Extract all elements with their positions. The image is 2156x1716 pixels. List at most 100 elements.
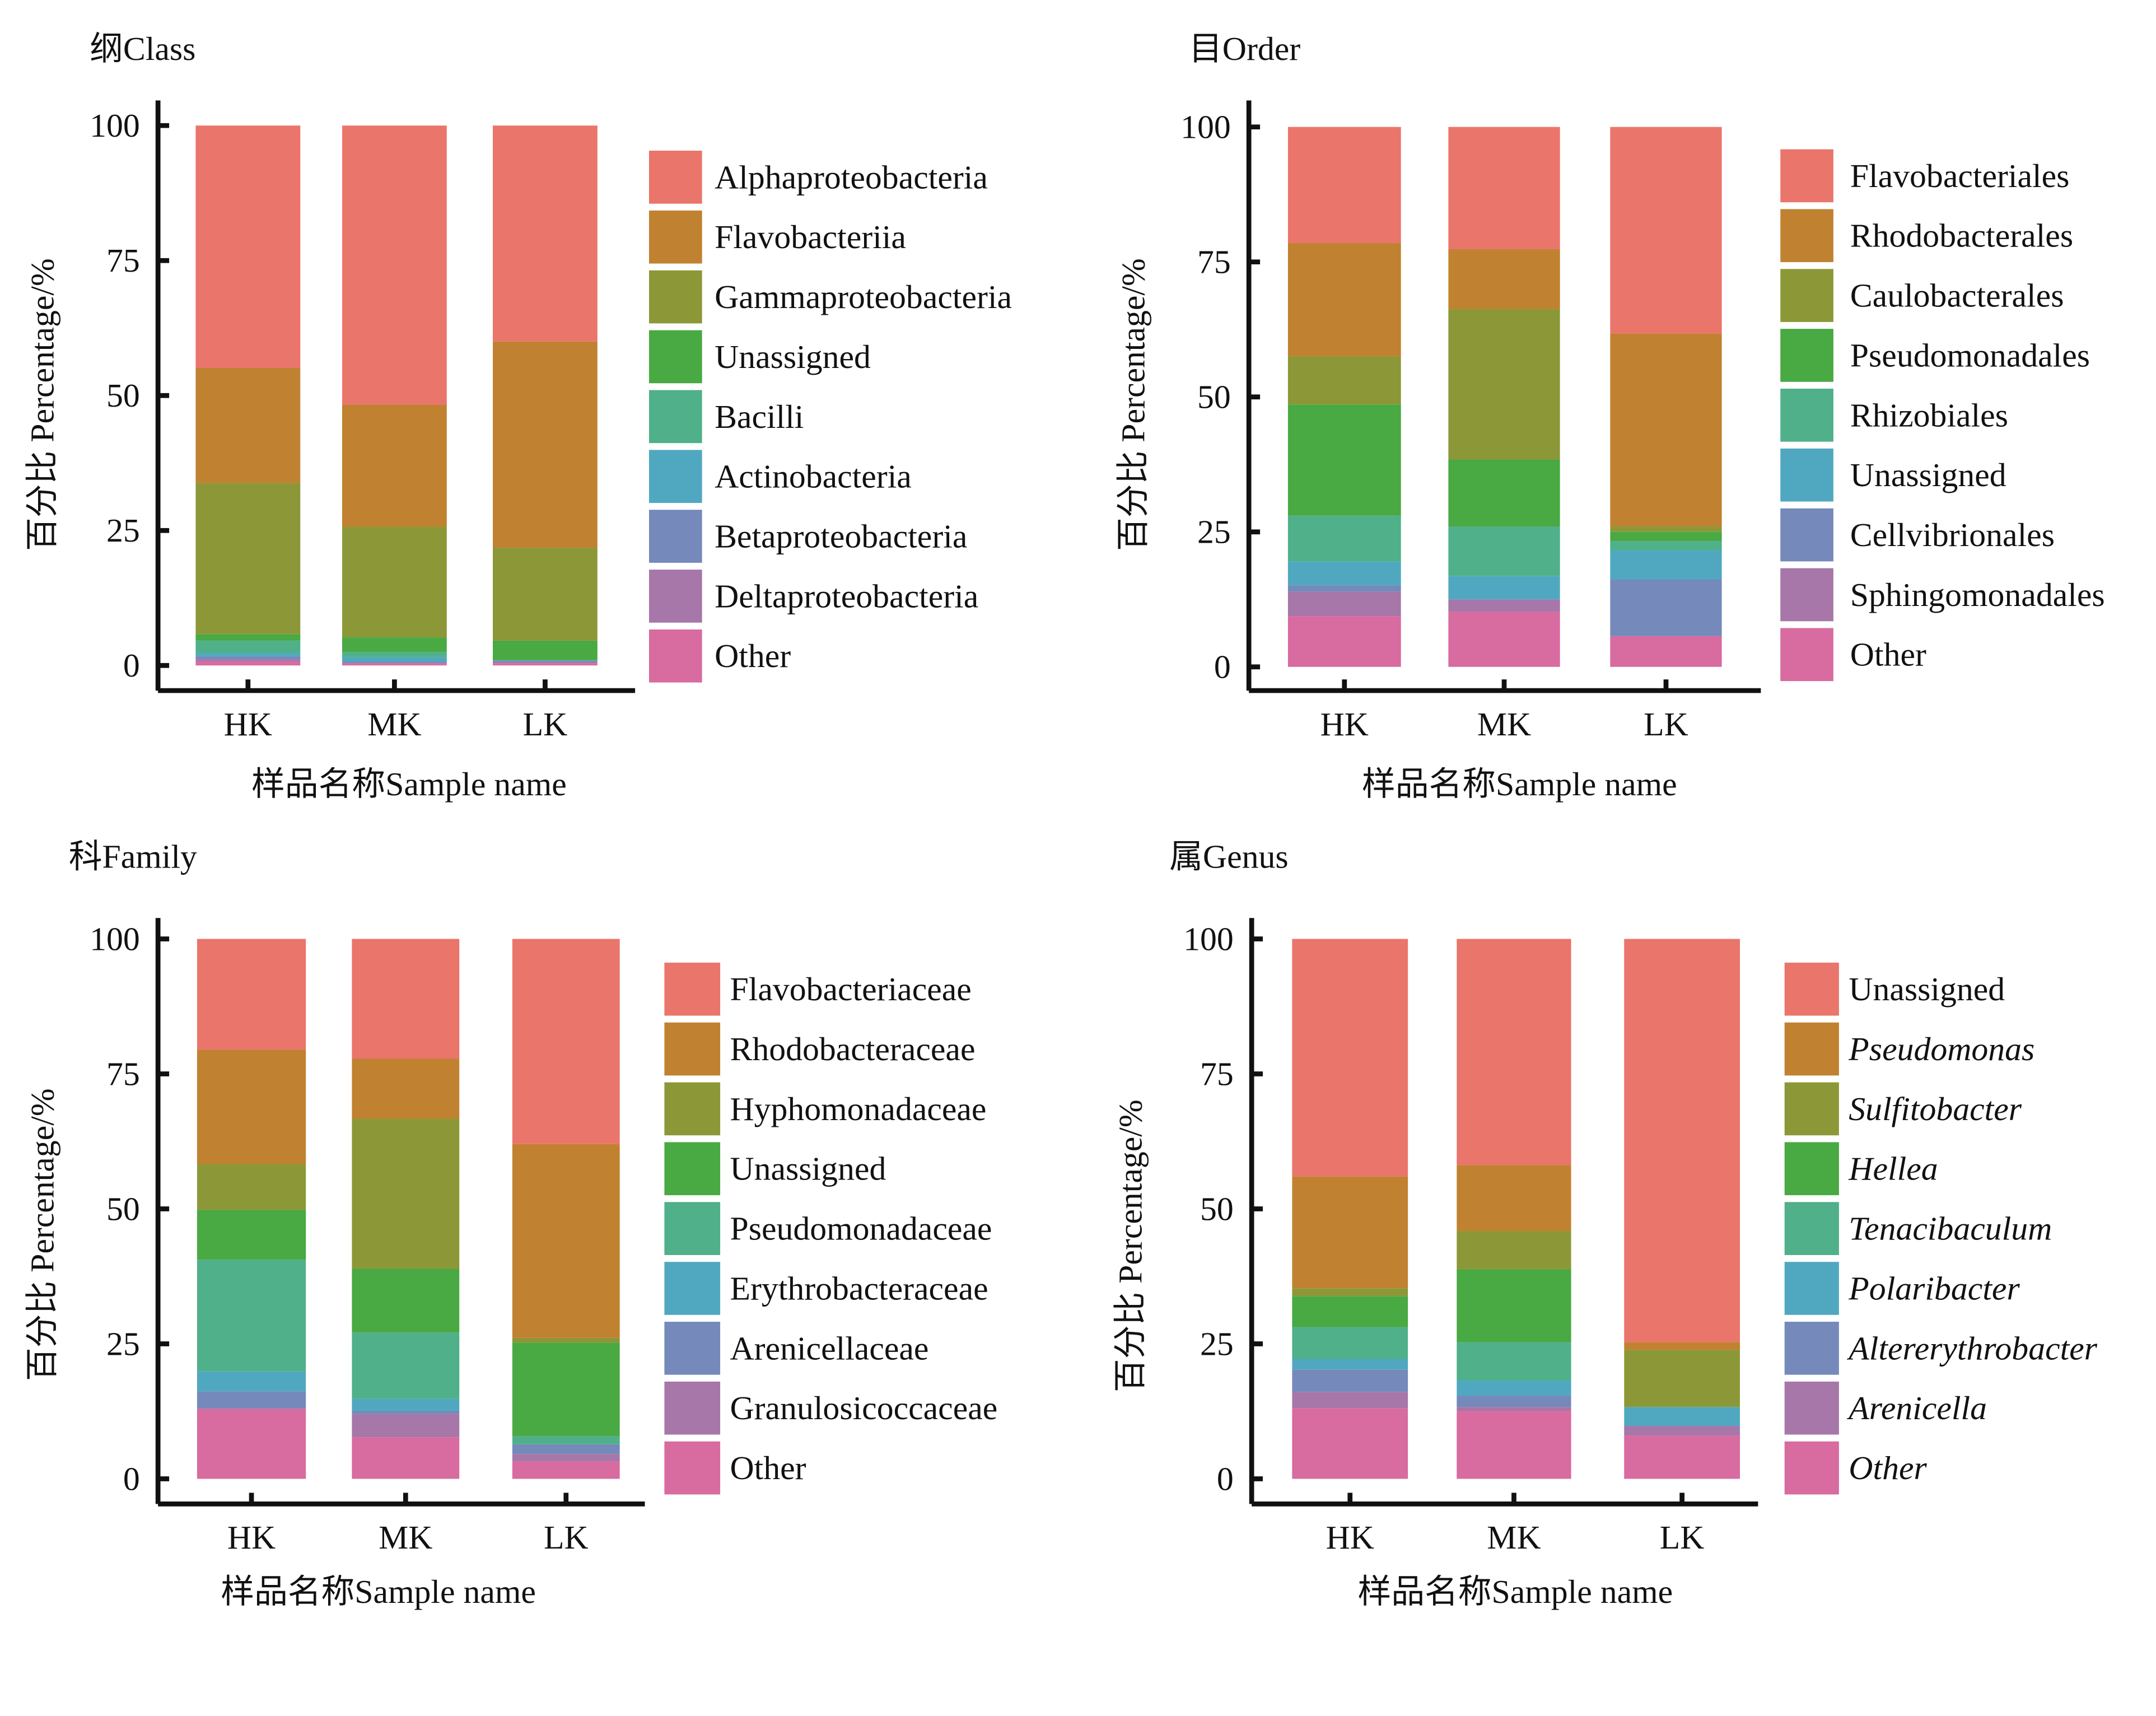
panel-class: 纲Class 百分比 Percentage/% 样品名称Sample name … <box>24 30 1012 803</box>
legend-label: Arenicellaceae <box>730 1330 928 1367</box>
legend-swatch <box>1784 1381 1839 1435</box>
x-axis-label: 样品名称Sample name <box>1362 766 1677 803</box>
legend-label: Erythrobacteraceae <box>730 1270 988 1307</box>
bar-segment-mk-arenicellaceae <box>352 1411 460 1414</box>
legend-label: Rhizobiales <box>1850 397 2008 433</box>
legend-swatch <box>664 1322 721 1375</box>
bar-segment-mk-hellea <box>1457 1269 1571 1342</box>
legend-swatch <box>664 1262 721 1315</box>
x-tick-label: HK <box>1320 706 1369 743</box>
legend-swatch <box>1780 628 1833 682</box>
x-tick-label: MK <box>367 706 421 743</box>
bar-segment-mk-rhizobiales <box>1448 526 1560 576</box>
legend-label: Cellvibrionales <box>1850 516 2055 553</box>
legend-label: Sulfitobacter <box>1849 1090 2022 1127</box>
y-tick-label: 50 <box>1197 379 1231 416</box>
y-axis-label: 百分比 Percentage/% <box>1114 258 1151 551</box>
legend-swatch <box>649 390 702 444</box>
legend-swatch <box>1780 329 1833 382</box>
bar-segment-mk-rhodobacterales <box>1448 249 1560 309</box>
y-tick-label: 50 <box>106 1190 140 1227</box>
legend-swatch <box>649 450 702 503</box>
legend-label: Actinobacteria <box>715 458 912 495</box>
legend-swatch <box>649 210 702 264</box>
legend-label: Polaribacter <box>1848 1270 2020 1307</box>
bar-segment-hk-rhizobiales <box>1287 515 1401 562</box>
bar-segment-mk-caulobacterales <box>1448 309 1560 460</box>
bar-segment-lk-flavobacteriales <box>1610 127 1722 334</box>
x-tick-label: LK <box>1644 706 1688 743</box>
x-axis-label: 样品名称Sample name <box>1357 1573 1673 1610</box>
bar-segment-mk-sulfitobacter <box>1457 1231 1571 1270</box>
bar-segment-hk-pseudomonas <box>1292 1176 1408 1289</box>
legend-swatch <box>1784 1262 1839 1315</box>
bar-segment-lk-unassigned <box>493 640 598 660</box>
bar-segment-mk-alphaproteobacteria <box>342 125 447 405</box>
legend-label: Betaproteobacteria <box>715 517 967 554</box>
bar-segment-lk-unassigned <box>1610 550 1722 580</box>
bar-segment-hk-unassigned <box>1287 561 1401 586</box>
legend-label: Altererythrobacter <box>1846 1330 2097 1367</box>
x-tick-label: HK <box>227 1519 276 1556</box>
bar-segment-lk-other <box>493 663 598 666</box>
legend-swatch <box>649 330 702 384</box>
y-axis-label: 百分比 Percentage/% <box>1112 1099 1149 1392</box>
x-tick-label: LK <box>523 706 568 743</box>
bar-segment-mk-pseudomonas <box>1457 1165 1571 1232</box>
y-tick-label: 100 <box>90 920 140 957</box>
y-tick-label: 0 <box>1217 1460 1234 1497</box>
bar-segment-hk-flavobacteriaceae <box>197 939 306 1050</box>
legend-label: Granulosicoccaceae <box>730 1389 997 1426</box>
bar-segment-lk-rhodobacterales <box>1610 333 1722 527</box>
y-tick-label: 0 <box>123 647 140 684</box>
legend-label: Caulobacterales <box>1850 277 2064 314</box>
bar-segment-lk-unassigned <box>1624 939 1740 1342</box>
legend-label: Other <box>730 1449 806 1486</box>
bar-segment-lk-rhodobacteraceae <box>512 1144 620 1338</box>
panel-title: 科Family <box>69 838 197 875</box>
legend-swatch <box>1784 1142 1839 1196</box>
bar-segment-lk-other <box>1624 1435 1740 1479</box>
bar-segment-mk-erythrobacteraceae <box>352 1398 460 1411</box>
bar-segment-hk-actinobacteria <box>195 653 301 656</box>
bar-segment-hk-pseudomonadales <box>1287 404 1401 516</box>
bar-segment-mk-pseudomonadaceae <box>352 1332 460 1399</box>
legend-label: Alphaproteobacteria <box>715 158 988 195</box>
bar-segment-lk-polaribacter <box>1624 1407 1740 1426</box>
legend-label: Hellea <box>1848 1150 1938 1187</box>
bar-segment-mk-flavobacteriales <box>1448 127 1560 249</box>
bar-segment-hk-polaribacter <box>1292 1359 1408 1370</box>
bar-segment-mk-pseudomonadales <box>1448 459 1560 527</box>
bar-segment-hk-flavobacteriia <box>195 368 301 483</box>
bar-segment-hk-rhodobacteraceae <box>197 1050 306 1164</box>
legend-swatch <box>1780 508 1833 562</box>
bar-segment-mk-other <box>342 664 447 666</box>
x-axis-label: 样品名称Sample name <box>221 1573 536 1610</box>
legend-label: Rhodobacterales <box>1850 217 2073 254</box>
y-axis-label: 百分比 Percentage/% <box>24 258 60 551</box>
bar-segment-mk-bacilli <box>342 652 447 658</box>
bar-segment-hk-tenacibaculum <box>1292 1327 1408 1359</box>
panel-order: 目Order 百分比 Percentage/% 样品名称Sample name … <box>1114 30 2104 803</box>
bar-segment-hk-pseudomonadaceae <box>197 1260 306 1372</box>
legend-label: Sphingomonadales <box>1850 576 2105 613</box>
bar-segment-hk-hyphomonadaceae <box>197 1164 306 1210</box>
bar-segment-mk-rhodobacteraceae <box>352 1058 460 1119</box>
bar-segment-mk-granulosicoccaceae <box>352 1414 460 1438</box>
panel-family: 科Family 百分比 Percentage/% 样品名称Sample name… <box>24 838 997 1610</box>
legend-swatch <box>1780 389 1833 442</box>
bar-segment-lk-deltaproteobacteria <box>493 661 598 664</box>
y-tick-label: 75 <box>1197 244 1231 281</box>
legend-label: Other <box>1849 1449 1927 1486</box>
y-tick-label: 50 <box>106 377 140 414</box>
bar-segment-mk-sphingomonadales <box>1448 599 1560 612</box>
bar-segment-hk-sphingomonadales <box>1287 591 1401 617</box>
y-tick-label: 100 <box>1183 920 1234 957</box>
bar-segment-hk-unassigned <box>1292 939 1408 1177</box>
legend-swatch <box>649 151 702 204</box>
bar-segment-mk-polaribacter <box>1457 1381 1571 1396</box>
legend-swatch <box>1784 1202 1839 1255</box>
legend-label: Unassigned <box>715 338 871 375</box>
bar-segment-mk-other <box>352 1437 460 1479</box>
